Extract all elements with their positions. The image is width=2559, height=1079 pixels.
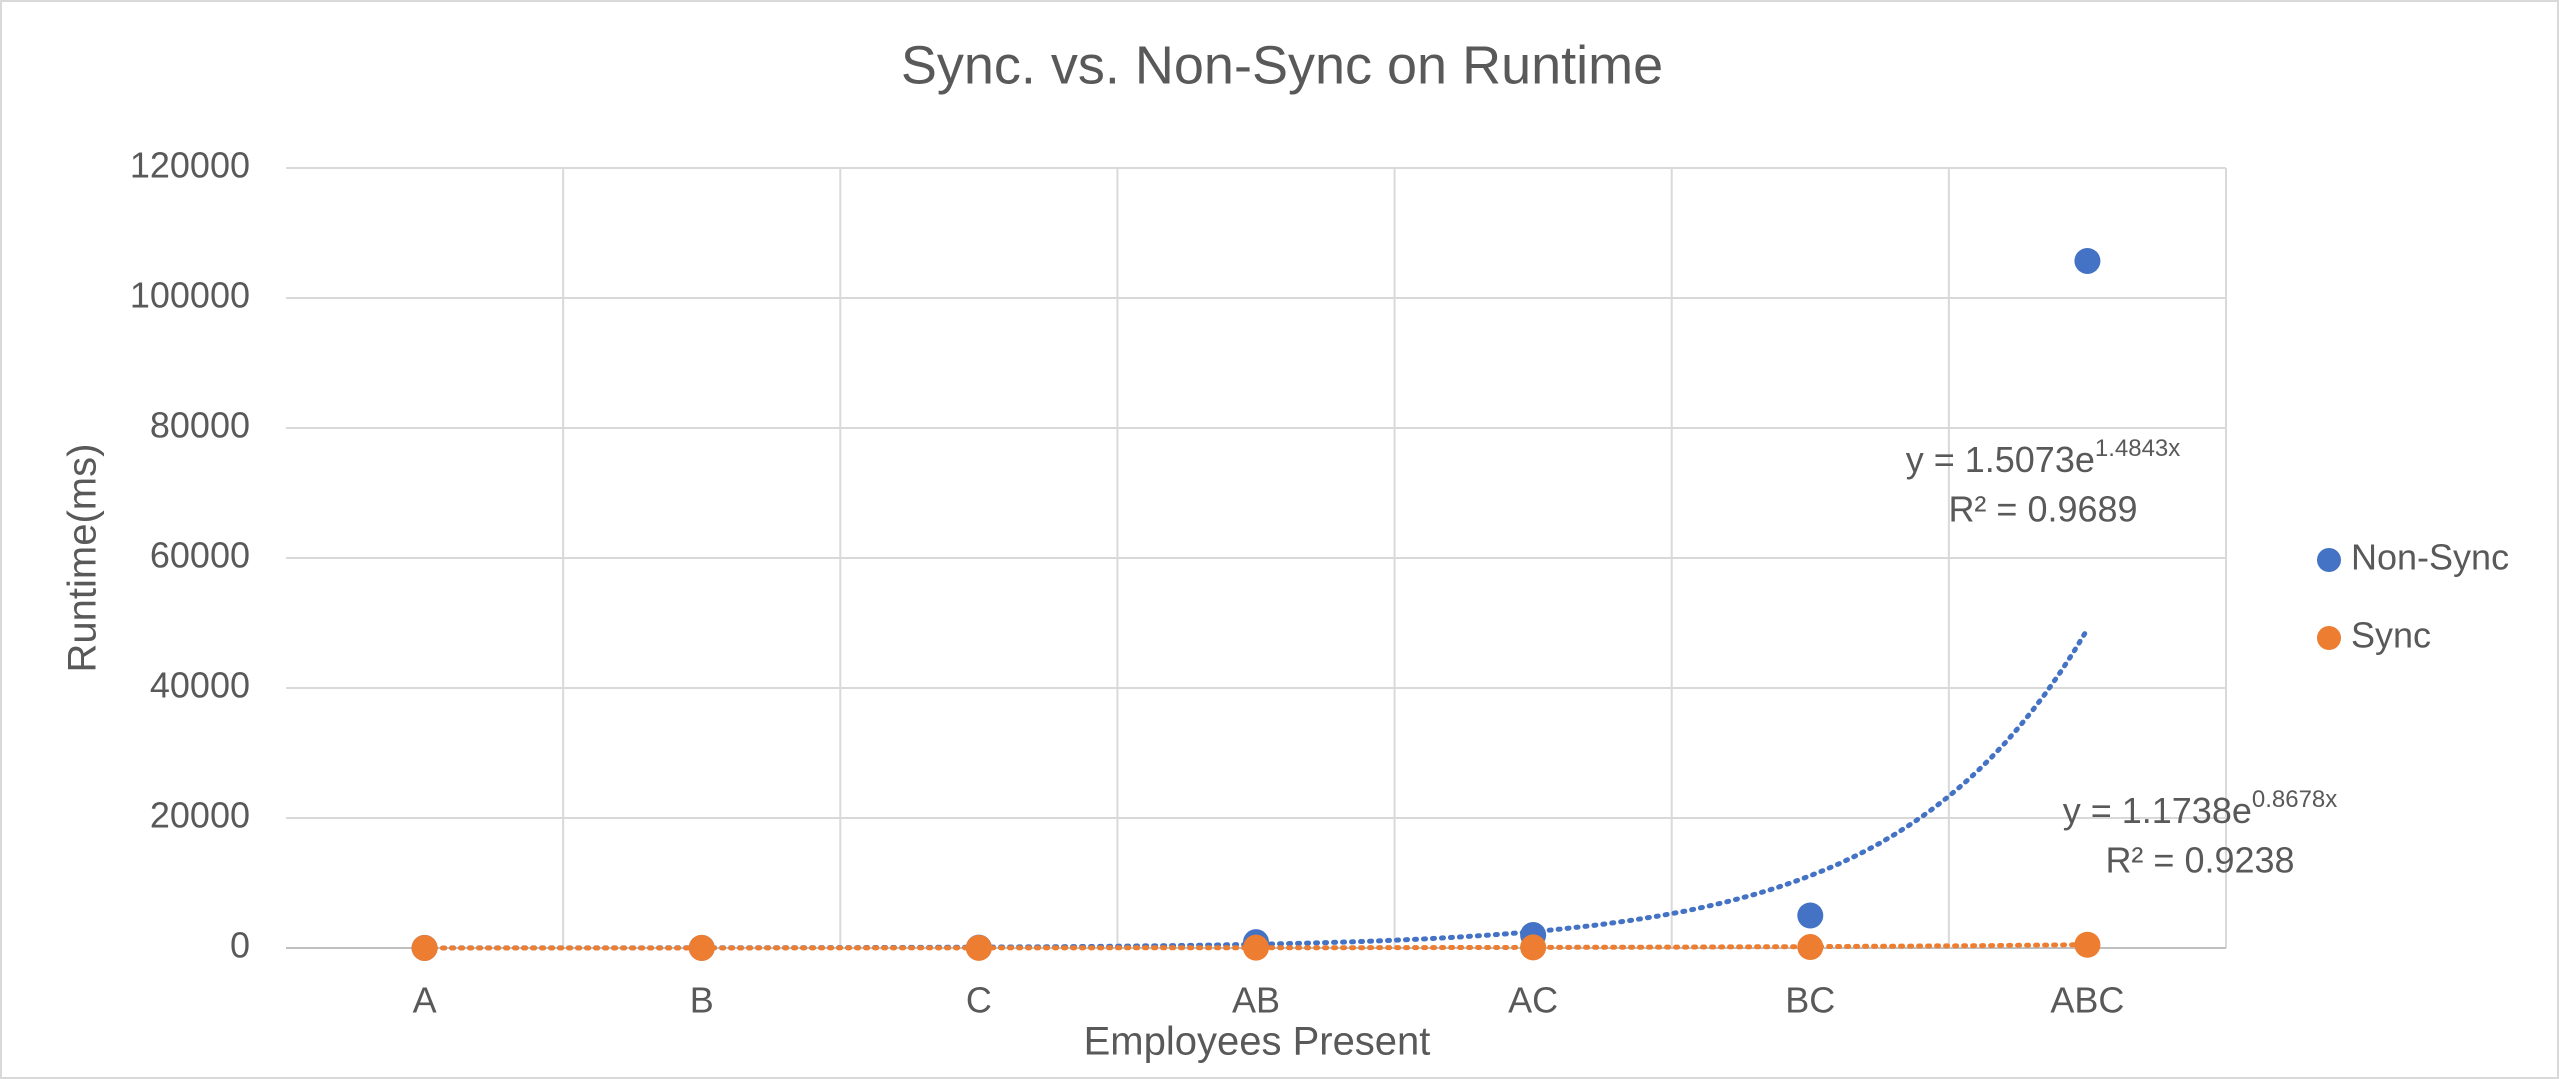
x-tick-label: B xyxy=(690,980,714,1021)
equation-exponent: 0.8678x xyxy=(2252,786,2337,813)
legend-label: Sync xyxy=(2351,615,2431,656)
data-point xyxy=(1243,934,1269,961)
data-point xyxy=(965,934,992,961)
x-axis-title: Employees Present xyxy=(1084,1020,1431,1064)
legend-label: Non-Sync xyxy=(2351,537,2509,578)
y-axis-title: Runtime(ms) xyxy=(61,444,105,673)
equation-exponent: 1.4843x xyxy=(2095,435,2180,462)
data-point xyxy=(688,934,715,961)
data-point xyxy=(1797,902,1824,929)
y-tick-label: 80000 xyxy=(150,405,250,446)
data-point xyxy=(1520,934,1547,961)
trendline-r2: R² = 0.9238 xyxy=(2105,840,2294,881)
y-tick-label: 120000 xyxy=(130,145,250,186)
trendline-equation: y = 1.1738e0.8678x xyxy=(2063,786,2338,830)
data-point xyxy=(411,934,438,961)
y-tick-label: 60000 xyxy=(150,535,250,576)
y-tick-label: 0 xyxy=(230,925,250,966)
legend-marker xyxy=(2317,548,2341,572)
trendline-r2: R² = 0.9689 xyxy=(1948,489,2137,530)
y-tick-label: 40000 xyxy=(150,665,250,706)
y-tick-label: 20000 xyxy=(150,795,250,836)
trendline-equation: y = 1.5073e1.4843x xyxy=(1906,435,2181,479)
y-tick-label: 100000 xyxy=(130,275,250,316)
x-tick-label: AB xyxy=(1232,980,1280,1021)
data-point xyxy=(2074,247,2101,274)
x-tick-label: AC xyxy=(1508,980,1558,1021)
data-point xyxy=(2074,931,2101,958)
x-tick-label: A xyxy=(413,980,437,1021)
x-tick-label: BC xyxy=(1785,980,1835,1021)
x-tick-label: C xyxy=(966,980,992,1021)
legend-marker xyxy=(2317,626,2341,650)
equation-base: y = 1.1738e xyxy=(2063,790,2252,831)
equation-base: y = 1.5073e xyxy=(1906,439,2095,480)
data-point xyxy=(1797,934,1824,961)
x-tick-label: ABC xyxy=(2050,980,2124,1021)
chart-title: Sync. vs. Non-Sync on Runtime xyxy=(901,35,1663,95)
